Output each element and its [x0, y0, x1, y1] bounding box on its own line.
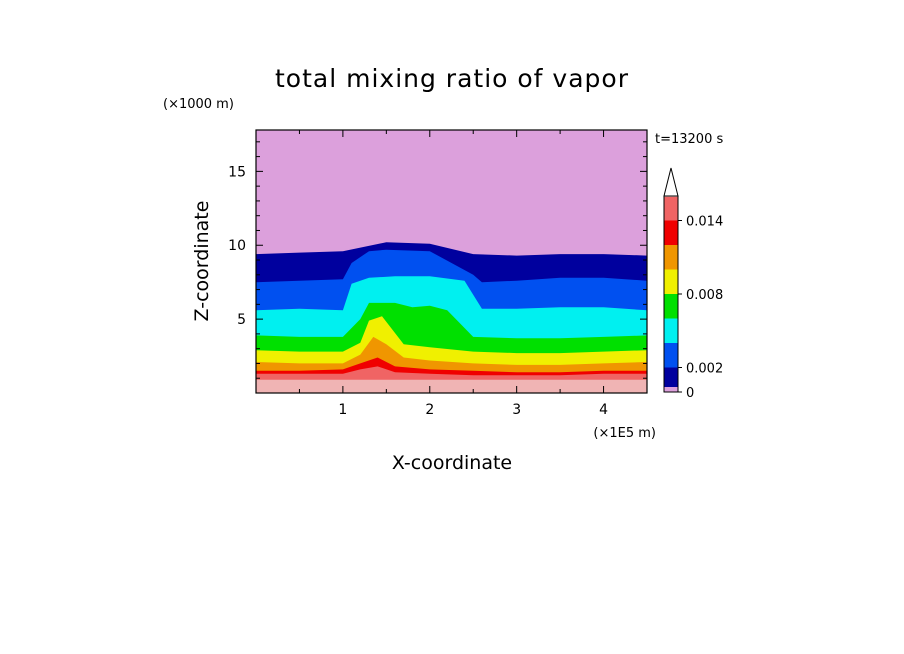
x-tick-label: 3	[512, 402, 521, 418]
x-tick-label: 1	[338, 402, 347, 418]
x-axis-label: X-coordinate	[392, 452, 512, 474]
colorbar-swatch	[664, 294, 678, 319]
colorbar-swatch	[664, 269, 678, 294]
colorbar: 0 0.002 0.008 0.014	[663, 167, 723, 401]
x-tick-label: 2	[425, 402, 434, 418]
colorbar-label: 0.002	[686, 362, 723, 377]
colorbar-swatch	[664, 367, 678, 387]
y-tick-label: 5	[237, 312, 246, 328]
plot-frame	[255, 129, 648, 394]
colorbar-swatch	[664, 387, 678, 392]
plot-area	[256, 130, 647, 393]
colorbar-swatch	[664, 196, 678, 221]
colorbar-swatch	[664, 318, 678, 343]
y-tick-label: 15	[228, 164, 246, 180]
chart-title: total mixing ratio of vapor	[275, 64, 629, 93]
x-unit-label: (×1E5 m)	[593, 426, 656, 441]
y-axis-label: Z-coordinate	[191, 201, 213, 322]
colorbar-extend-arrow	[663, 167, 679, 197]
colorbar-swatch	[664, 343, 678, 368]
colorbar-label: 0	[686, 386, 694, 401]
colorbar-swatch	[664, 220, 678, 245]
x-tick-label: 4	[599, 402, 608, 418]
colorbar-swatch	[664, 245, 678, 270]
axis-ticks: 1 2 3 4 5 10 15	[228, 130, 647, 418]
y-tick-label: 10	[228, 238, 246, 254]
colorbar-label: 0.008	[686, 288, 723, 303]
contour-band-8	[256, 379, 647, 393]
y-unit-label: (×1000 m)	[163, 97, 234, 112]
time-label: t=13200 s	[655, 132, 723, 147]
colorbar-label: 0.014	[686, 215, 723, 230]
